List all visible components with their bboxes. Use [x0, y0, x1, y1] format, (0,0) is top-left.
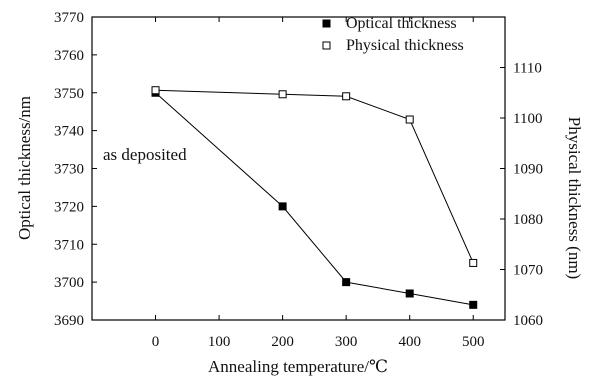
- x-axis-title: Annealing temperature/℃: [208, 357, 388, 376]
- physical-point: [342, 92, 351, 101]
- y-tick-label: 3770: [54, 10, 84, 26]
- x-tick-label: 500: [462, 334, 485, 350]
- x-tick-label: 400: [398, 334, 421, 350]
- y-tick-label: 3700: [54, 275, 84, 291]
- y-tick-label: 3760: [54, 48, 84, 64]
- y-tick-label: 3750: [54, 86, 84, 102]
- y-tick-label: 3720: [54, 199, 84, 215]
- y-tick-label: 3690: [54, 313, 84, 329]
- x-tick-label: 0: [152, 334, 160, 350]
- physical-point: [469, 258, 478, 267]
- y2-axis-title: Physical thickness (nm): [565, 117, 584, 279]
- legend-label-optical: Optical thickness: [346, 15, 457, 32]
- optical-point: [469, 300, 478, 309]
- y2-tick-label: 1110: [513, 61, 542, 77]
- optical-point: [278, 202, 287, 211]
- physical-point: [278, 90, 287, 99]
- legend-marker-physical: [322, 41, 331, 50]
- x-tick-label: 200: [271, 334, 294, 350]
- y2-tick-label: 1080: [513, 212, 543, 228]
- y-tick-label: 3740: [54, 124, 84, 140]
- optical-point: [342, 278, 351, 287]
- physical-point: [405, 115, 414, 124]
- physical-point: [151, 86, 160, 95]
- ticks-layer: 0 100 200 300 400 500 3690 3700 3710 3720 3730 3740…: [54, 10, 543, 350]
- legend-label-physical: Physical thickness: [346, 37, 464, 54]
- annotation-as-deposited: as deposited: [103, 145, 187, 164]
- y2-tick-label: 1070: [513, 263, 543, 279]
- y-tick-label: 3710: [54, 237, 84, 253]
- series-line-optical: [155, 92, 474, 306]
- y2-tick-label: 1060: [513, 313, 543, 329]
- markers-layer: [151, 86, 478, 309]
- plot-frame: [91, 16, 506, 321]
- lines-layer: [155, 89, 474, 306]
- series-line-physical: [155, 89, 474, 264]
- legend: Optical thickness Physical thickness: [322, 15, 464, 54]
- y2-tick-label: 1100: [513, 111, 542, 127]
- y-axis-title: Optical thickness/nm: [15, 96, 34, 240]
- y2-tick-label: 1090: [513, 162, 543, 178]
- x-tick-label: 100: [208, 334, 231, 350]
- legend-marker-optical: [322, 19, 331, 28]
- x-tick-label: 300: [335, 334, 358, 350]
- optical-point: [405, 289, 414, 298]
- y-tick-label: 3730: [54, 162, 84, 178]
